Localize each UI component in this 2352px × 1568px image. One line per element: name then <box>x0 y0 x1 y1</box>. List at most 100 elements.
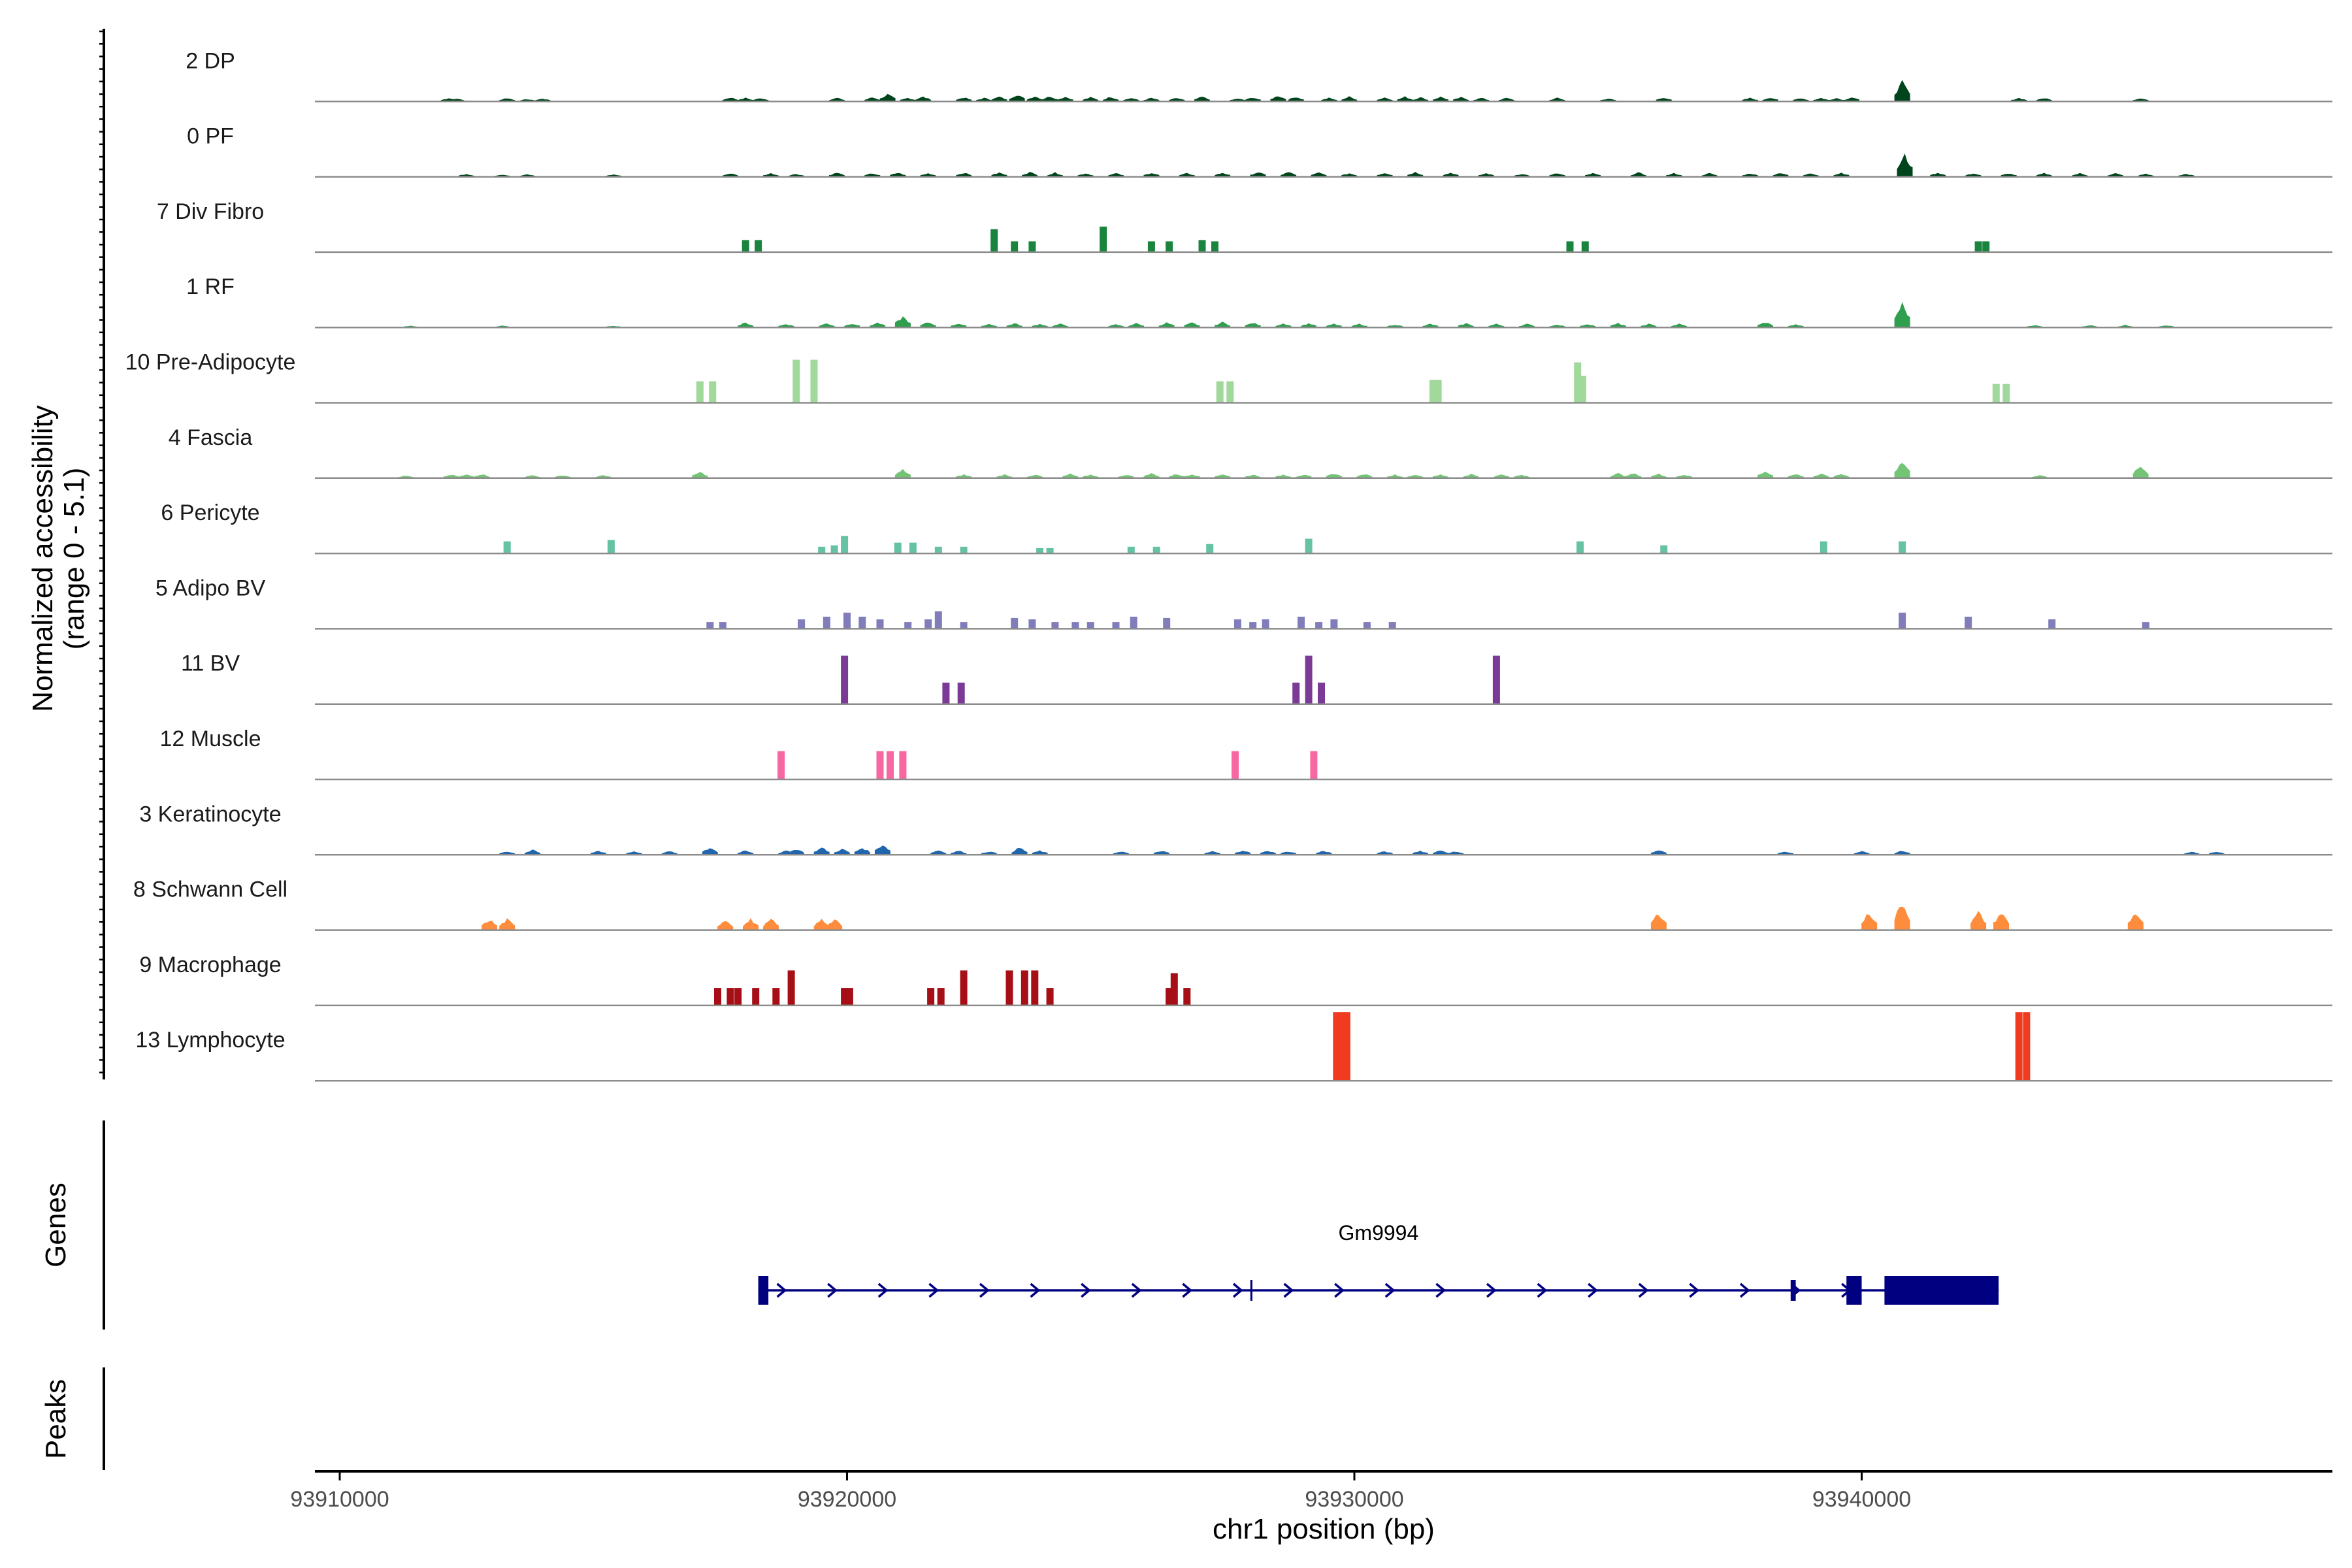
coverage-peak <box>1158 322 1175 328</box>
coverage-peak <box>1062 473 1079 478</box>
coverage-peak <box>894 468 911 478</box>
coverage-peak <box>1412 850 1428 855</box>
coverage-peak <box>1128 323 1145 328</box>
coverage-peak <box>1211 241 1218 252</box>
coverage-peak <box>1232 751 1239 779</box>
strand-arrow <box>776 1282 787 1298</box>
coverage-peak <box>1641 323 1657 328</box>
strand-arrow <box>877 1282 889 1298</box>
coverage-peak <box>1412 97 1428 102</box>
x-tick-label: 93920000 <box>798 1487 896 1512</box>
coverage-peak <box>834 849 850 855</box>
coverage-peak <box>1326 474 1342 478</box>
coverage-peak <box>1899 612 1906 629</box>
coverage-peak <box>1046 988 1054 1005</box>
coverage-peak <box>1042 97 1058 102</box>
coverage-peak <box>841 536 849 554</box>
gene-name-label: Gm9994 <box>1339 1221 1419 1245</box>
coverage-peak <box>727 988 734 1005</box>
coverage-peak <box>1163 617 1171 629</box>
coverage-peak <box>696 381 704 403</box>
coverage-peak <box>2072 172 2088 177</box>
coverage-peak <box>1772 173 1789 177</box>
track-2-dp: 2 DP <box>186 48 2332 103</box>
coverage-peak <box>1153 851 1169 855</box>
coverage-peak <box>1305 538 1313 554</box>
coverage-peak <box>717 921 734 930</box>
coverage-peak <box>772 988 780 1005</box>
track-label: 5 Adipo BV <box>155 576 266 600</box>
coverage-peak <box>1656 98 1672 102</box>
coverage-peak <box>904 622 912 629</box>
coverage-peak <box>843 612 851 629</box>
track-7-div-fibro: 7 Div Fibro <box>157 199 2332 253</box>
coverage-peak <box>1974 241 1982 252</box>
track-label: 6 Pericyte <box>161 500 259 525</box>
coverage-peak <box>1341 96 1358 102</box>
coverage-peak <box>1993 914 2009 930</box>
coverage-peak <box>626 851 642 855</box>
coverage-peak <box>1813 474 1829 478</box>
coverage-peak <box>1011 617 1019 629</box>
coverage-peak <box>1130 616 1137 629</box>
coverage-peak <box>743 918 759 930</box>
coverage-peak <box>991 172 1007 177</box>
coverage-peak <box>1581 241 1589 252</box>
coverage-peak <box>844 324 860 328</box>
coverage-peak <box>1894 906 1910 930</box>
track-11-bv: 11 BV <box>181 651 2332 705</box>
coverage-peak <box>1206 544 1214 554</box>
coverage-peak <box>1316 851 1332 855</box>
track-4-fascia: 4 Fascia <box>169 425 2332 480</box>
coverage-peak <box>1813 97 1829 102</box>
coverage-peak <box>1152 546 1160 554</box>
coverage-peak <box>858 616 866 629</box>
coverage-peak <box>1143 473 1160 478</box>
coverage-peak <box>1833 172 1850 177</box>
coverage-peak <box>1028 241 1036 252</box>
coverage-peak <box>1318 682 1325 704</box>
y-axis-title-line2: (range 0 - 5.1) <box>58 468 90 650</box>
coverage-peak <box>960 546 968 554</box>
strand-arrow <box>827 1282 838 1298</box>
coverage-peak <box>661 851 678 855</box>
coverage-peak <box>1742 97 1758 102</box>
coverage-peak <box>864 97 881 102</box>
coverage-peak <box>1047 172 1063 177</box>
x-tick-label: 93910000 <box>290 1487 389 1512</box>
coverage-peak <box>1086 622 1094 629</box>
coverage-peak <box>1275 474 1292 478</box>
coverage-peak <box>874 845 890 855</box>
coverage-peak <box>1820 541 1827 554</box>
coverage-peak <box>1701 172 1718 177</box>
coverage-peak <box>1036 547 1044 554</box>
track-0-pf: 0 PF <box>187 124 2332 178</box>
coverage-peak <box>1083 474 1099 478</box>
coverage-peak <box>1198 240 1206 252</box>
coverage-peak <box>738 850 754 855</box>
coverage-peak <box>1127 546 1135 554</box>
coverage-peak <box>1894 302 1910 328</box>
coverage-peak <box>1169 98 1185 102</box>
x-axis: 93910000 93920000 93930000 93940000 <box>290 1470 2332 1512</box>
coverage-peak <box>777 751 785 779</box>
coverage-peak <box>1170 973 1178 1005</box>
coverage-peak <box>1301 323 1317 328</box>
gene-exon <box>1250 1280 1252 1301</box>
coverage-peak <box>927 988 935 1005</box>
coverage-peak <box>1494 474 1510 478</box>
track-label: 8 Schwann Cell <box>133 877 287 902</box>
track-label: 0 PF <box>187 124 234 149</box>
strand-arrow <box>1131 1282 1142 1298</box>
coverage-peak <box>1992 384 2000 403</box>
coverage-peak <box>734 988 742 1005</box>
track-label: 4 Fascia <box>169 425 253 450</box>
genes-panel: Genes Gm9994 <box>40 1120 1999 1330</box>
coverage-peak <box>792 359 800 403</box>
coverage-peak <box>1861 914 1878 930</box>
coverage-peak <box>1183 988 1191 1005</box>
strand-arrow <box>979 1282 990 1298</box>
track-12-muscle: 12 Muscle <box>160 727 2332 781</box>
coverage-peak <box>742 240 749 252</box>
coverage-peak <box>1377 851 1393 855</box>
